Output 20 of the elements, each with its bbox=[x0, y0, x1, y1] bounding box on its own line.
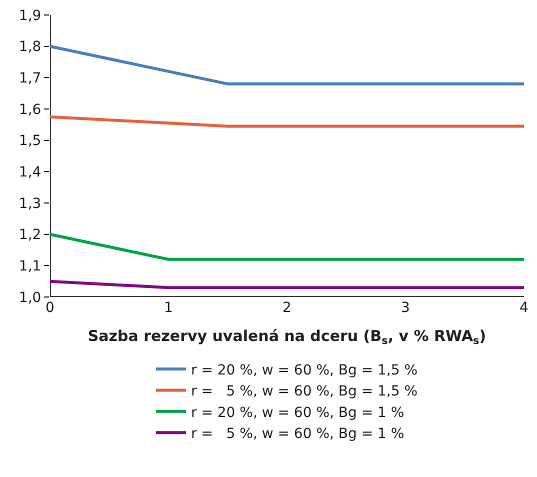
y-tick-label: 1,4 bbox=[18, 164, 42, 181]
y-tick-label: 1,5 bbox=[18, 133, 42, 150]
y-tick-label: 1,3 bbox=[18, 196, 42, 212]
legend-label: r = 20 %, w = 60 %, Bg = 1,5 % bbox=[191, 362, 418, 378]
x-tick-label: 2 bbox=[282, 300, 292, 316]
y-tick-label: 1,7 bbox=[18, 70, 42, 87]
y-tick-label: 1,0 bbox=[18, 290, 42, 306]
y-tick-label: 1,2 bbox=[18, 227, 42, 244]
y-tick-label: 1,9 bbox=[18, 8, 42, 24]
y-tick-label: 1,1 bbox=[18, 258, 42, 275]
x-tick-label: 4 bbox=[520, 300, 529, 316]
x-tick-label: 0 bbox=[46, 300, 54, 316]
legend-label: r = 5 %, w = 60 %, Bg = 1 % bbox=[191, 426, 404, 442]
x-tick-label: 1 bbox=[164, 300, 173, 316]
y-tick-label: 1,8 bbox=[18, 39, 42, 56]
x-tick-label: 3 bbox=[401, 300, 410, 316]
x-axis-title: Sazba rezervy uvalená na dceru (B$_{s}$, v % RWA$_{s}$) bbox=[88, 327, 486, 348]
legend-label: r = 5 %, w = 60 %, Bg = 1,5 % bbox=[191, 384, 418, 400]
legend-label: r = 20 %, w = 60 %, Bg = 1 % bbox=[191, 404, 404, 421]
y-tick-label: 1,6 bbox=[18, 102, 42, 118]
